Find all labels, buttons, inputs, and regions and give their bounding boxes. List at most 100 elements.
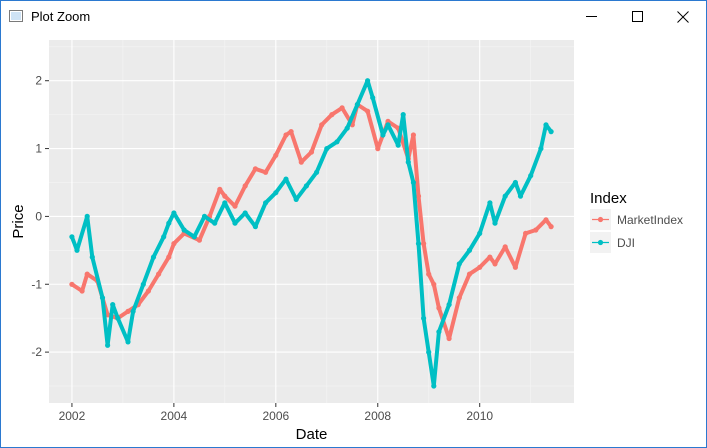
data-point-dji [477, 230, 483, 236]
data-point-dji [125, 339, 131, 345]
data-point-dji [517, 193, 524, 199]
data-point-marketindex [217, 186, 223, 192]
y-axis: -2 -1 0 1 2 [31, 74, 49, 359]
maximize-icon [631, 11, 643, 22]
data-point-dji [150, 254, 157, 260]
data-point-marketindex [283, 132, 289, 138]
data-point-marketindex [487, 254, 493, 260]
x-axis: 2002 2004 2006 2008 2010 [59, 403, 493, 423]
x-tick-label: 2010 [466, 409, 493, 423]
data-point-marketindex [548, 224, 554, 230]
title-bar[interactable]: Plot Zoom [1, 1, 706, 32]
grid-minor [49, 40, 574, 403]
data-point-dji [400, 112, 406, 118]
data-point-marketindex [319, 122, 325, 128]
data-point-dji [456, 261, 462, 267]
data-point-dji [380, 132, 386, 138]
data-point-dji [543, 122, 549, 128]
data-point-dji [385, 122, 391, 128]
data-point-dji [303, 183, 309, 189]
data-point-dji [212, 220, 218, 226]
x-tick-label: 2008 [364, 409, 391, 423]
data-point-marketindex [329, 112, 335, 118]
data-point-dji [89, 254, 95, 260]
data-point-dji [512, 179, 518, 186]
data-point-marketindex [543, 217, 549, 223]
data-point-dji [115, 315, 121, 321]
data-point-marketindex [421, 241, 427, 247]
legend-key-dji [590, 232, 611, 253]
minimize-icon [585, 16, 597, 17]
data-point-marketindex [365, 108, 371, 114]
data-point-dji [548, 129, 554, 135]
data-point-dji [487, 200, 493, 206]
data-point-dji [466, 247, 473, 253]
legend-key-point [597, 239, 604, 246]
data-point-dji [74, 247, 80, 253]
data-point-dji [201, 213, 208, 219]
data-point-dji [528, 173, 534, 179]
data-point-dji [273, 190, 279, 196]
data-point-dji [324, 146, 330, 152]
close-button[interactable] [660, 1, 706, 32]
data-point-marketindex [84, 271, 90, 277]
data-point-dji [84, 213, 90, 219]
data-point-marketindex [263, 169, 269, 175]
data-point-dji [242, 210, 248, 216]
data-point-marketindex [273, 152, 279, 158]
plot-panel [49, 40, 574, 403]
window-app-icon [9, 10, 23, 22]
data-point-dji [166, 220, 172, 226]
x-axis-title: Date [296, 426, 328, 443]
x-tick-label: 2004 [161, 409, 188, 423]
data-point-dji [344, 125, 350, 131]
y-tick-label: 2 [35, 74, 42, 88]
data-point-dji [222, 200, 228, 206]
data-point-marketindex [375, 146, 381, 152]
data-point-dji [415, 241, 422, 247]
data-point-marketindex [410, 132, 416, 138]
series-layer [69, 78, 554, 389]
data-point-dji [191, 234, 197, 240]
data-point-marketindex [252, 166, 258, 172]
data-point-marketindex [339, 105, 345, 111]
legend-title: Index [590, 190, 627, 207]
data-point-dji [446, 302, 452, 308]
data-point-marketindex [502, 244, 508, 250]
x-tick-label: 2002 [59, 409, 86, 423]
data-point-marketindex [156, 271, 162, 277]
maximize-button[interactable] [614, 1, 660, 32]
data-point-dji [426, 349, 432, 355]
legend-key-point [597, 216, 604, 223]
minimize-button[interactable] [568, 1, 614, 32]
x-tick-label: 2006 [262, 409, 289, 423]
legend-label-dji: DJI [617, 236, 635, 250]
data-point-dji [365, 78, 371, 84]
data-point-dji [99, 295, 106, 301]
legend: Index MarketIndex DJI [590, 190, 683, 253]
data-point-dji [538, 146, 544, 152]
data-point-dji [354, 101, 360, 108]
data-point-dji [314, 169, 320, 175]
data-point-marketindex [415, 193, 422, 199]
data-point-marketindex [125, 308, 131, 314]
window-title: Plot Zoom [31, 9, 91, 24]
data-point-marketindex [431, 281, 437, 287]
data-point-dji [283, 176, 289, 182]
data-point-marketindex [298, 159, 304, 165]
data-point-marketindex [492, 261, 498, 267]
data-point-marketindex [512, 264, 518, 270]
data-point-dji [252, 224, 258, 230]
data-point-marketindex [196, 237, 202, 243]
data-point-marketindex [456, 295, 462, 301]
close-icon [677, 10, 689, 23]
data-point-dji [263, 200, 269, 206]
y-tick-label: 1 [35, 142, 42, 156]
data-point-marketindex [466, 271, 473, 277]
data-point-marketindex [533, 227, 539, 233]
data-point-marketindex [166, 254, 172, 260]
data-point-dji [130, 308, 136, 314]
data-point-marketindex [242, 183, 248, 189]
